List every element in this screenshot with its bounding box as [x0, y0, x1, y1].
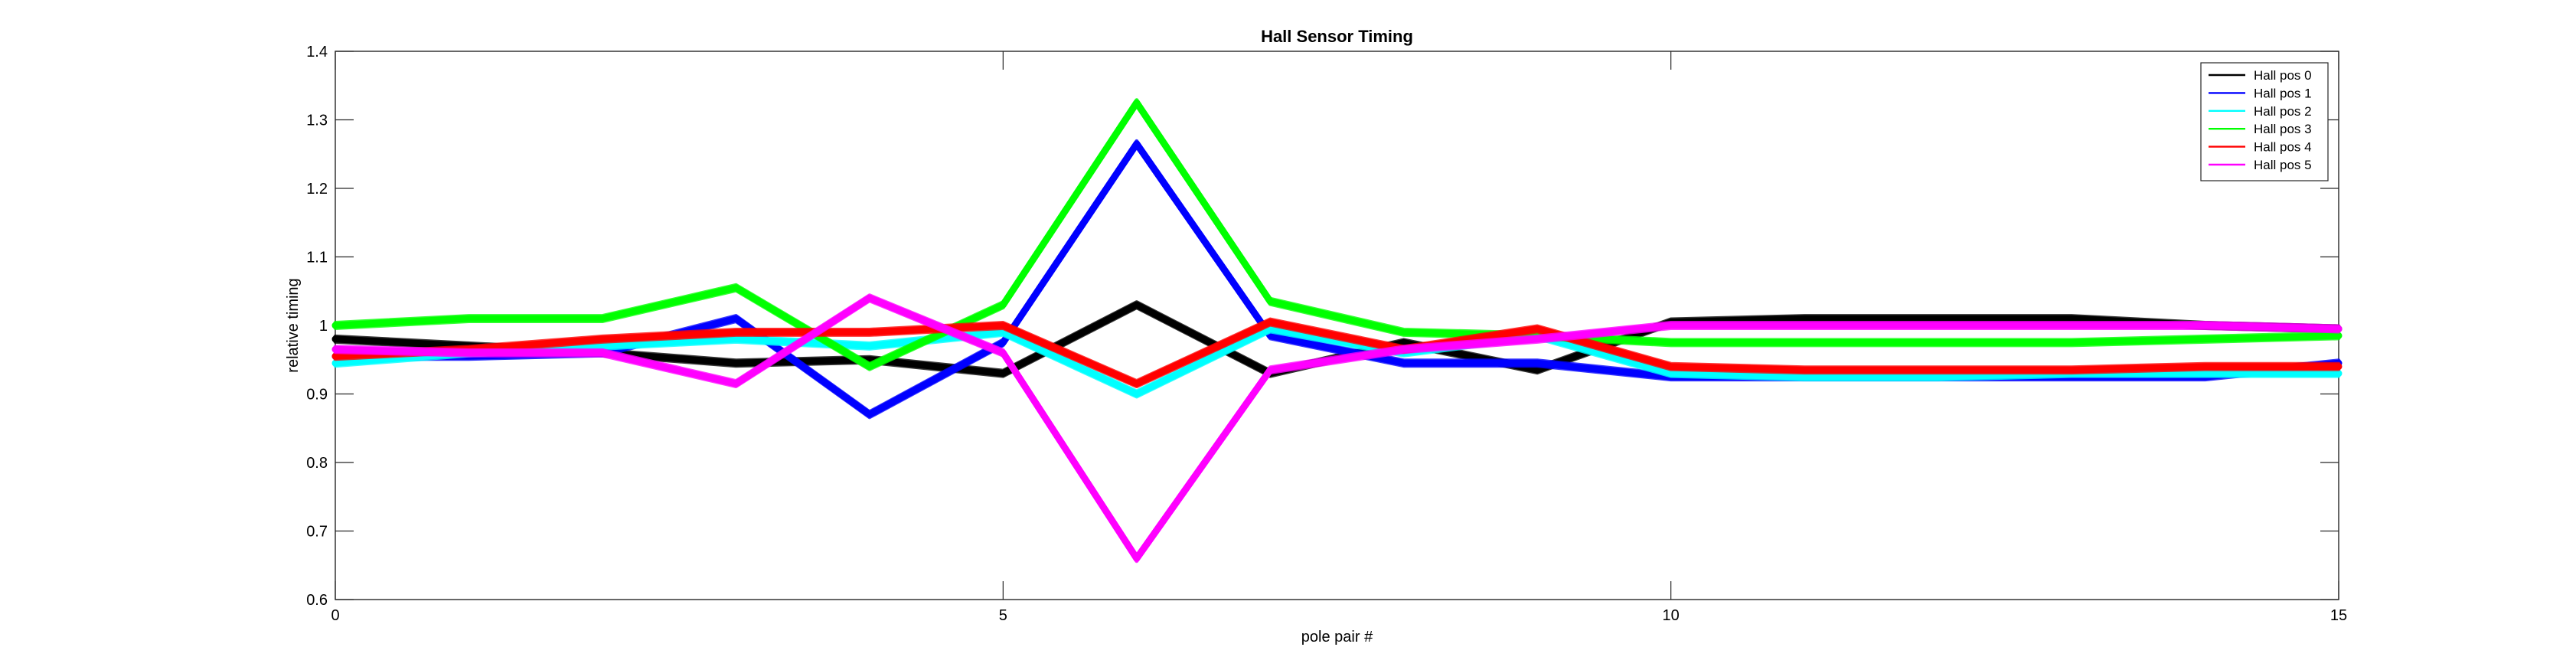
series-5-line-1 — [331, 294, 2343, 562]
y-tick-label-1.1: 1.1 — [306, 250, 328, 266]
legend-label-3: Hall pos 3 — [2254, 122, 2312, 136]
y-tick-label-1.3: 1.3 — [306, 113, 328, 129]
legend-label-4: Hall pos 4 — [2254, 140, 2312, 155]
legend-label-2: Hall pos 2 — [2254, 104, 2312, 119]
y-tick-label-0.7: 0.7 — [306, 524, 328, 541]
y-tick-label-0.9: 0.9 — [306, 387, 328, 404]
legend-box — [2200, 62, 2329, 181]
y-axis-label: relative timing — [285, 278, 302, 372]
y-tick-label-0.6: 0.6 — [306, 592, 328, 609]
x-tick-label-5: 5 — [999, 607, 1007, 624]
series-3 — [331, 98, 2343, 371]
y-tick-label-1.4: 1.4 — [306, 44, 328, 60]
tick-layer: 0 5 10 15 0.6 0.7 0.8 0.9 1 1.1 1.2 1.3 1.4 — [306, 44, 2347, 624]
series-layer — [331, 98, 2343, 564]
series-2-line-1 — [331, 325, 2343, 397]
legend-label-0: Hall pos 0 — [2254, 68, 2312, 83]
series-5-line-2 — [333, 293, 2341, 558]
series-4 — [331, 317, 2343, 389]
x-tick-label-10: 10 — [1663, 607, 1680, 624]
series-4-line-2 — [333, 317, 2341, 383]
y-tick-label-1: 1 — [319, 318, 328, 335]
y-tick-label-1.2: 1.2 — [306, 181, 328, 198]
legend-label-5: Hall pos 5 — [2254, 158, 2312, 172]
y-tick-label-0.8: 0.8 — [306, 455, 328, 472]
legend: Hall pos 0 Hall pos 1 Hall pos 2 Hall pos 3… — [2200, 62, 2329, 181]
series-3-line-1 — [331, 99, 2343, 371]
x-tick-label-15: 15 — [2330, 607, 2347, 624]
x-tick-label-0: 0 — [331, 607, 339, 624]
chart-title: Hall Sensor Timing — [1261, 27, 1413, 46]
x-axis-label: pole pair # — [1301, 629, 1373, 645]
series-4-line-1 — [331, 319, 2343, 387]
series-3-line-2 — [333, 98, 2341, 366]
legend-label-1: Hall pos 1 — [2254, 86, 2312, 100]
series-5 — [331, 293, 2343, 564]
